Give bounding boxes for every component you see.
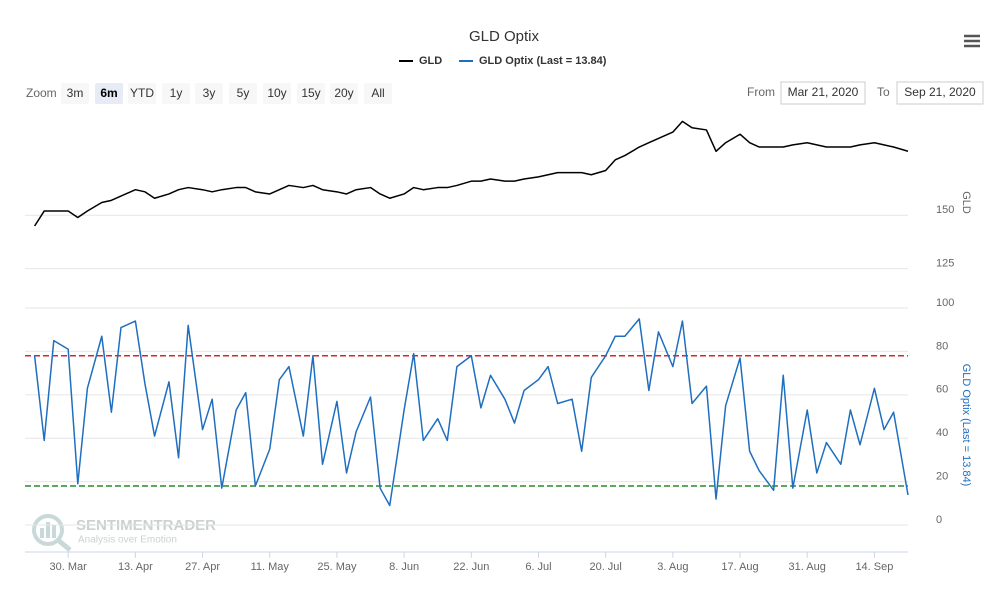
zoom-button-label[interactable]: YTD <box>130 86 154 100</box>
x-tick-label: 8. Jun <box>389 561 419 573</box>
to-value[interactable]: Sep 21, 2020 <box>904 85 976 99</box>
from-input[interactable] <box>780 81 866 105</box>
zoom-button[interactable] <box>195 83 223 104</box>
series-line <box>33 120 909 227</box>
x-tick-label: 13. Apr <box>118 561 153 573</box>
x-tick-label: 22. Jun <box>453 561 489 573</box>
y-tick-label: 40 <box>936 427 948 439</box>
y-axis-title: GLD Optix (Last = 13.84) <box>960 364 972 487</box>
from-value[interactable]: Mar 21, 2020 <box>788 85 859 99</box>
y-tick-label: 150 <box>936 204 954 216</box>
y-tick-label: 80 <box>936 340 948 352</box>
zoom-button-label[interactable]: All <box>371 86 384 100</box>
zoom-button-label[interactable]: 3y <box>203 86 216 100</box>
zoom-button[interactable] <box>297 83 325 104</box>
legend-label[interactable]: GLD <box>419 55 442 67</box>
zoom-button[interactable] <box>95 83 123 104</box>
y-tick-label: 60 <box>936 384 948 396</box>
series-line <box>33 318 909 507</box>
zoom-button-label[interactable]: 1y <box>170 86 183 100</box>
to-label: To <box>877 85 890 99</box>
y-axis-title: GLD <box>960 191 972 214</box>
zoom-button[interactable] <box>364 83 392 104</box>
zoom-button-label[interactable]: 20y <box>334 86 353 100</box>
from-label: From <box>747 85 775 99</box>
x-tick-label: 31. Aug <box>789 561 826 573</box>
zoom-button-label[interactable]: 6m <box>100 86 117 100</box>
legend-label[interactable]: GLD Optix (Last = 13.84) <box>479 55 607 67</box>
menu-button[interactable] <box>962 32 982 50</box>
zoom-button[interactable] <box>263 83 291 104</box>
y-tick-label: 125 <box>936 258 954 270</box>
zoom-button[interactable] <box>61 83 89 104</box>
chart-title: GLD Optix <box>469 28 540 45</box>
y-tick-label: 0 <box>936 514 942 526</box>
zoom-button[interactable] <box>162 83 190 104</box>
x-tick-label: 6. Jul <box>525 561 551 573</box>
x-tick-label: 14. Sep <box>855 561 893 573</box>
x-tick-label: 3. Aug <box>657 561 688 573</box>
x-tick-label: 20. Jul <box>589 561 621 573</box>
x-tick-label: 17. Aug <box>721 561 758 573</box>
zoom-button[interactable] <box>330 83 358 104</box>
to-input[interactable] <box>896 81 984 105</box>
zoom-button-label[interactable]: 10y <box>267 86 286 100</box>
zoom-button[interactable] <box>128 83 156 104</box>
y-tick-label: 20 <box>936 471 948 483</box>
x-tick-label: 27. Apr <box>185 561 220 573</box>
x-tick-label: 30. Mar <box>50 561 88 573</box>
x-tick-label: 25. May <box>317 561 357 573</box>
x-tick-label: 11. May <box>251 561 290 573</box>
y-tick-label: 100 <box>936 297 954 309</box>
zoom-label: Zoom <box>26 86 57 100</box>
zoom-button[interactable] <box>229 83 257 104</box>
zoom-button-label[interactable]: 5y <box>237 86 250 100</box>
watermark-subtitle: Analysis over Emotion <box>78 535 177 546</box>
zoom-button-label[interactable]: 3m <box>67 86 84 100</box>
zoom-button-label[interactable]: 15y <box>301 86 320 100</box>
